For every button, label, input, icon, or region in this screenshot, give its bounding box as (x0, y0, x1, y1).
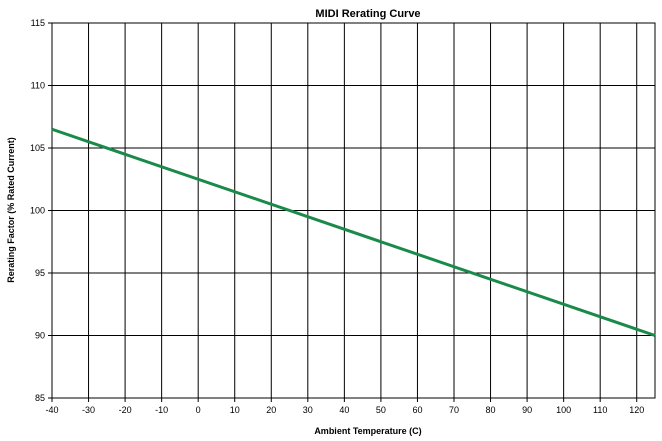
y-tick-label: 95 (35, 268, 45, 278)
x-tick-label: -40 (45, 405, 58, 415)
x-tick-label: 90 (522, 405, 532, 415)
y-tick-label: 90 (35, 331, 45, 341)
x-tick-label: 10 (230, 405, 240, 415)
x-tick-label: -30 (82, 405, 95, 415)
x-tick-label: 120 (629, 405, 644, 415)
x-axis-label: Ambient Temperature (C) (314, 426, 421, 436)
y-tick-label: 110 (31, 81, 45, 91)
x-tick-label: 50 (376, 405, 386, 415)
x-tick-label: 0 (196, 405, 201, 415)
ticks: -40 -30 -20 -10 0 10 20 30 40 50 60 70 80 90 100 110 120… (30, 18, 644, 415)
chart-title: MIDI Rerating Curve (315, 8, 420, 20)
x-tick-label: -20 (119, 405, 132, 415)
y-tick-label: 105 (30, 143, 45, 153)
x-tick-label: 100 (556, 405, 571, 415)
y-axis-label: Rerating Factor (% Rated Current) (6, 137, 16, 283)
series (51, 127, 656, 337)
grid (51, 22, 655, 399)
y-tick-label: 100 (30, 206, 45, 216)
x-tick-label: 80 (486, 405, 496, 415)
y-tick-label: 115 (31, 18, 45, 28)
series-line (51, 127, 656, 337)
y-tick-label: 85 (35, 393, 45, 403)
x-tick-label: 40 (339, 405, 349, 415)
x-tick-label: 20 (266, 405, 276, 415)
x-tick-label: 110 (593, 405, 607, 415)
x-tick-label: 70 (449, 405, 459, 415)
x-tick-label: 30 (303, 405, 313, 415)
x-tick-label: -10 (155, 405, 168, 415)
x-tick-label: 60 (412, 405, 422, 415)
